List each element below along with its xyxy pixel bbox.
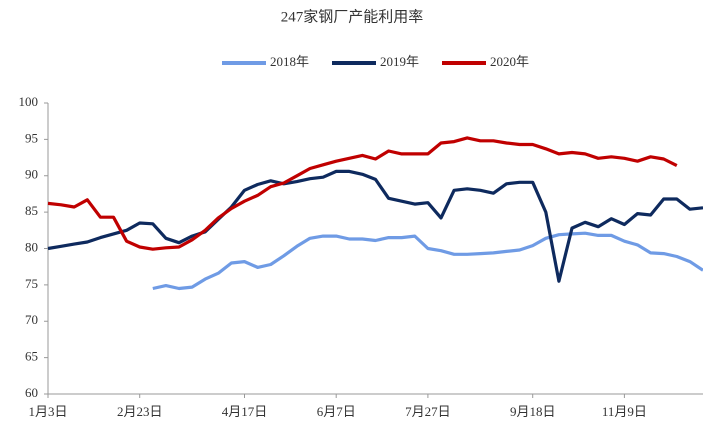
chart-title: 247家钢厂产能利用率	[281, 8, 424, 25]
legend-label: 2018年	[270, 54, 309, 69]
y-tick-label: 85	[25, 203, 38, 218]
y-tick-label: 100	[19, 94, 39, 109]
y-tick-label: 90	[25, 167, 38, 182]
y-tick-label: 95	[25, 130, 38, 145]
y-tick-label: 60	[25, 385, 38, 400]
x-tick-label: 1月3日	[28, 404, 67, 419]
x-tick-label: 6月7日	[317, 404, 356, 419]
legend-label: 2019年	[380, 54, 419, 69]
series-line	[47, 169, 703, 283]
y-tick-label: 75	[25, 276, 38, 291]
series-line	[47, 136, 678, 251]
x-tick-label: 11月9日	[602, 404, 647, 419]
x-tick-label: 9月18日	[510, 404, 556, 419]
x-tick-label: 7月27日	[405, 404, 451, 419]
legend-label: 2020年	[490, 54, 529, 69]
x-tick-label: 4月17日	[222, 404, 268, 419]
y-tick-label: 70	[25, 312, 38, 327]
series-line	[152, 231, 703, 291]
x-tick-label: 2月23日	[117, 404, 163, 419]
y-tick-label: 65	[25, 349, 38, 364]
y-tick-label: 80	[25, 239, 38, 254]
